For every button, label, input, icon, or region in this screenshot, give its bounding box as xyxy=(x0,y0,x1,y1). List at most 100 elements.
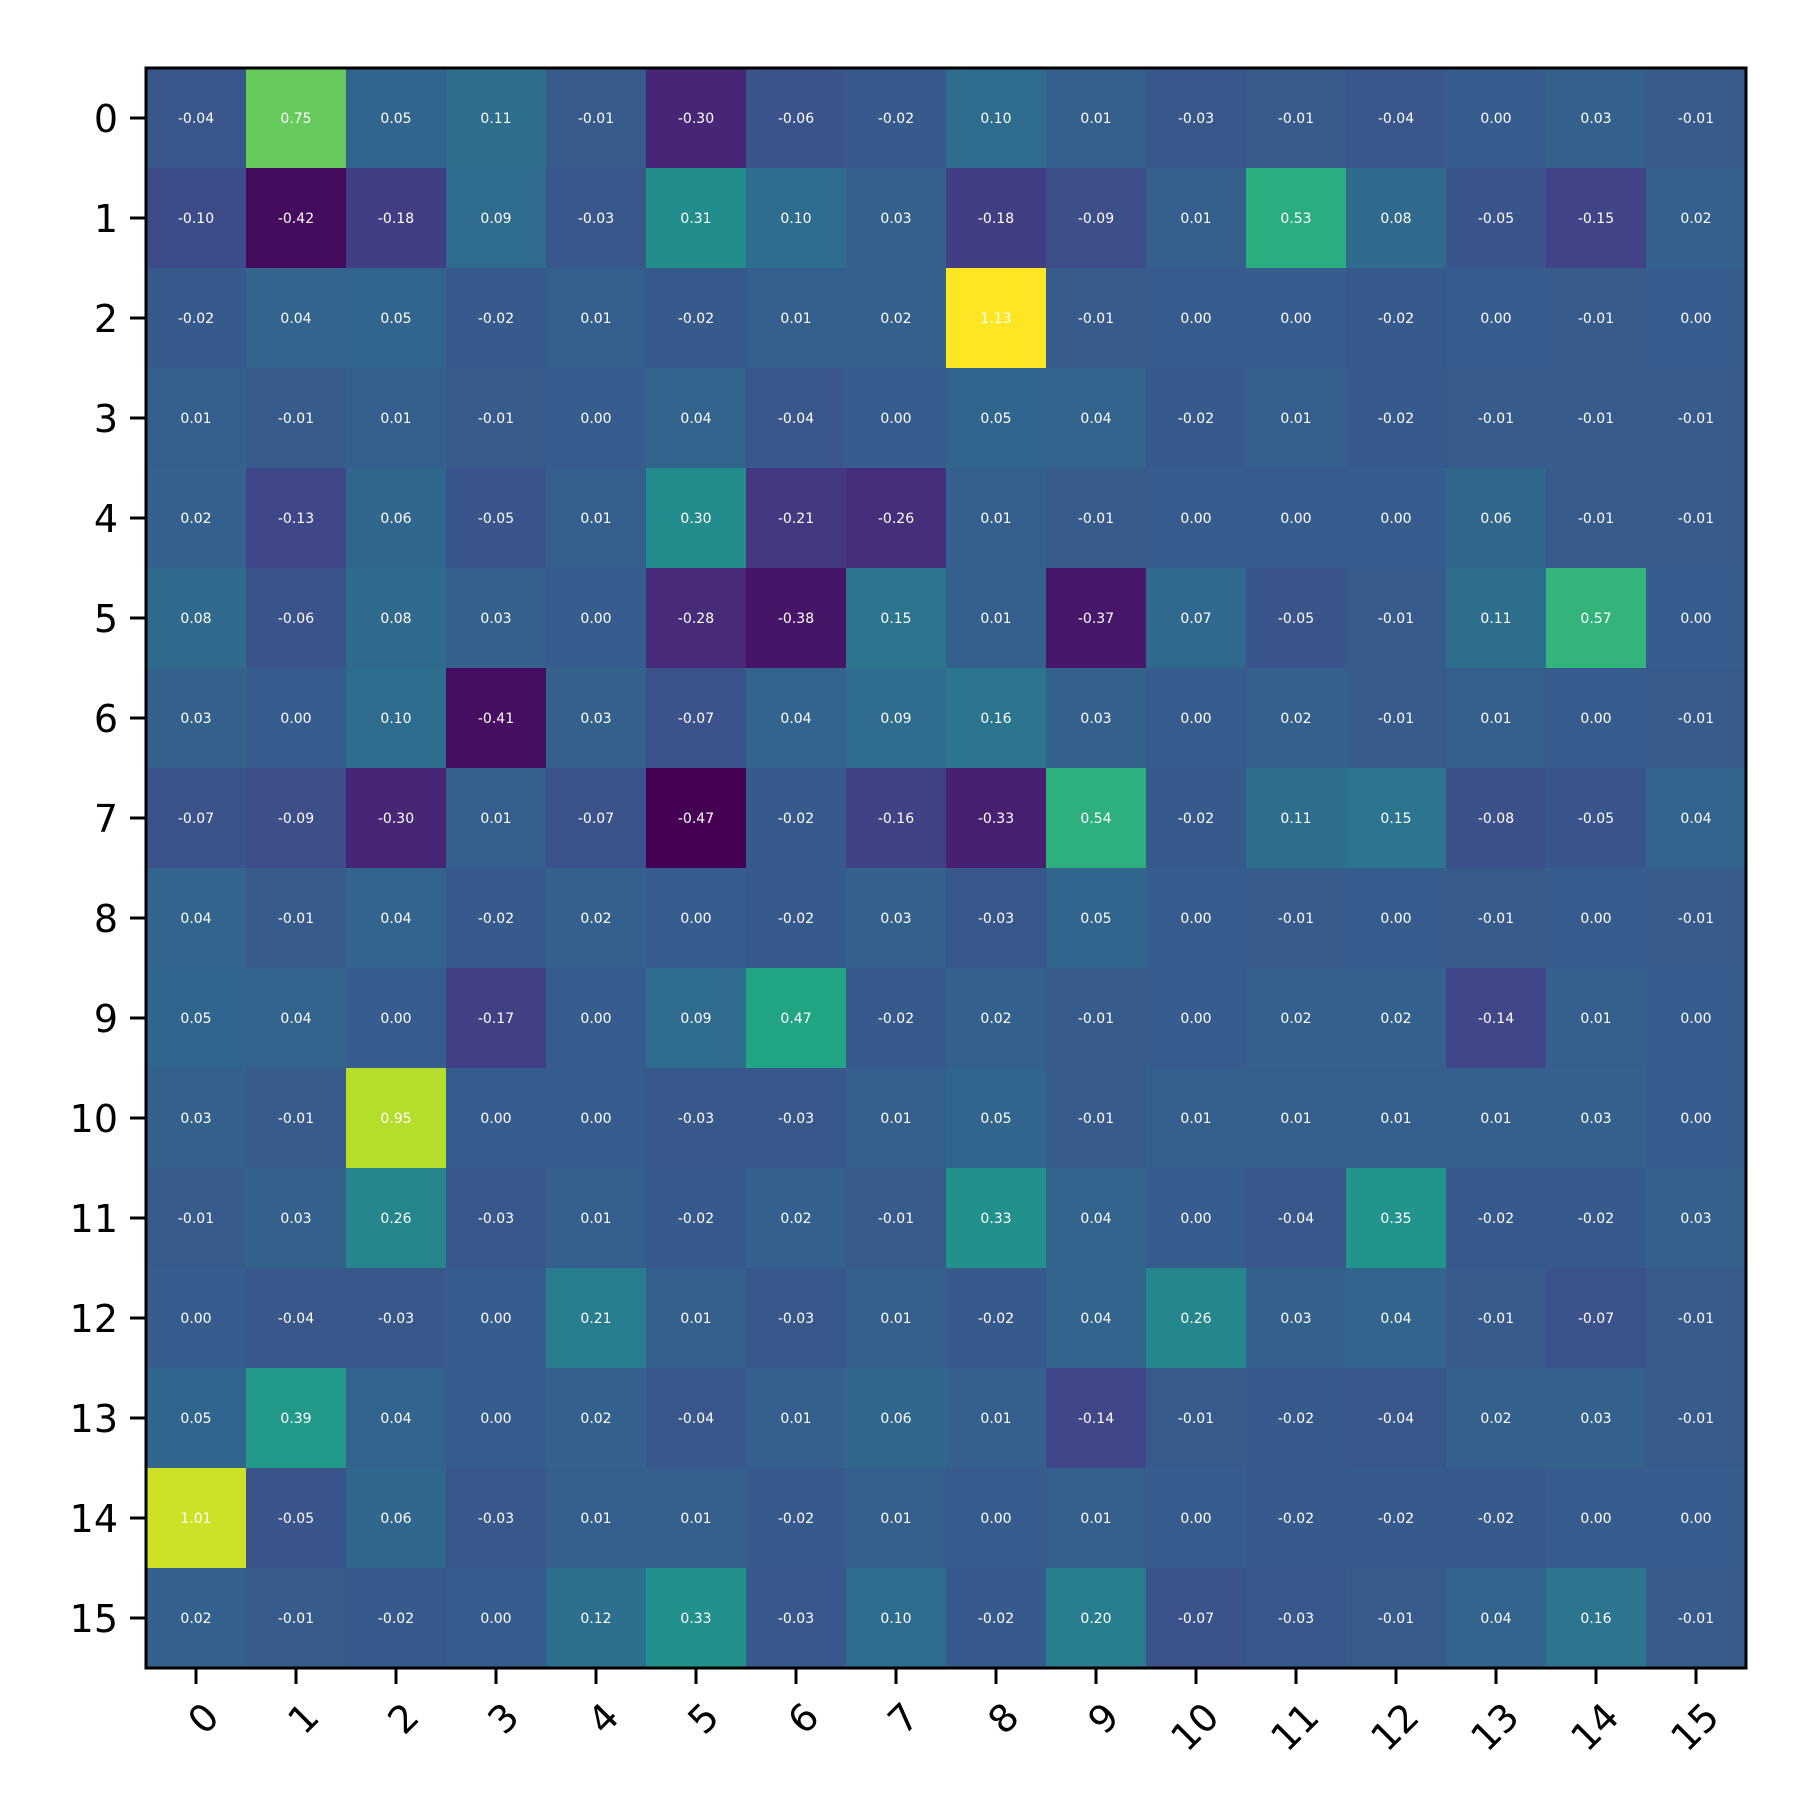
heatmap-cell xyxy=(546,268,646,368)
heatmap-cell xyxy=(1046,1268,1146,1368)
y-tick-label: 8 xyxy=(94,897,118,941)
cell-value-label: 0.01 xyxy=(1080,1511,1111,1527)
y-tick-label: 15 xyxy=(70,1597,118,1641)
heatmap-cell xyxy=(346,1468,446,1568)
heatmap-cell xyxy=(746,568,846,668)
heatmap-cell xyxy=(1046,1068,1146,1168)
heatmap-cell xyxy=(846,1368,946,1468)
cell-value-label: -0.02 xyxy=(678,311,714,327)
cell-value-label: -0.01 xyxy=(1678,711,1714,727)
heatmap-cell xyxy=(246,668,346,768)
heatmap-cell xyxy=(1146,1168,1246,1268)
heatmap-cell xyxy=(546,868,646,968)
heatmap-cell xyxy=(1446,568,1546,668)
cell-value-label: 0.08 xyxy=(1380,211,1411,227)
x-tick-label: 0 xyxy=(179,1694,227,1742)
cell-value-label: 0.01 xyxy=(1280,411,1311,427)
cell-value-label: 1.01 xyxy=(180,1511,211,1527)
cell-value-label: 0.03 xyxy=(1580,111,1611,127)
cell-value-label: -0.04 xyxy=(278,1311,314,1327)
cell-value-label: -0.02 xyxy=(878,1011,914,1027)
x-tick-label: 5 xyxy=(679,1694,727,1742)
cell-value-label: -0.04 xyxy=(778,411,814,427)
y-tick-label: 13 xyxy=(70,1397,118,1441)
heatmap-cell xyxy=(146,1268,246,1368)
cell-value-label: -0.05 xyxy=(478,511,514,527)
heatmap-cell xyxy=(1346,968,1446,1068)
heatmap-cell xyxy=(1146,1468,1246,1568)
heatmap-cell xyxy=(1146,668,1246,768)
heatmap-cell xyxy=(646,568,746,668)
heatmap-cell xyxy=(446,368,546,468)
cell-value-label: 0.02 xyxy=(180,1611,211,1627)
heatmap-cell xyxy=(246,968,346,1068)
cell-value-label: 0.11 xyxy=(480,111,511,127)
cell-value-label: 0.02 xyxy=(180,511,211,527)
heatmap-cell xyxy=(946,68,1046,168)
heatmap-cell xyxy=(1446,1268,1546,1368)
heatmap-cell xyxy=(546,468,646,568)
heatmap-cell xyxy=(1346,1568,1446,1668)
heatmap-cell xyxy=(646,368,746,468)
heatmap-cell xyxy=(1646,1368,1746,1468)
heatmap-cell xyxy=(1046,768,1146,868)
cell-value-label: -0.04 xyxy=(1278,1211,1314,1227)
heatmap-cell xyxy=(946,1568,1046,1668)
heatmap-cell xyxy=(746,168,846,268)
heatmap-cell xyxy=(1046,368,1146,468)
cell-value-label: 0.11 xyxy=(1280,811,1311,827)
heatmap-cell xyxy=(846,568,946,668)
heatmap-cell xyxy=(1146,168,1246,268)
cell-value-label: -0.01 xyxy=(878,1211,914,1227)
cell-value-label: 0.16 xyxy=(1580,1611,1611,1627)
heatmap-cell xyxy=(1346,1068,1446,1168)
heatmap-cell xyxy=(446,1068,546,1168)
cell-value-label: 0.54 xyxy=(1080,811,1111,827)
cell-value-label: 0.57 xyxy=(1580,611,1611,627)
heatmap-cell xyxy=(1646,168,1746,268)
heatmap-cell xyxy=(1146,968,1246,1068)
cell-value-label: 0.00 xyxy=(1580,711,1611,727)
cell-value-label: -0.07 xyxy=(678,711,714,727)
x-tick-label: 2 xyxy=(379,1694,427,1742)
cell-value-label: -0.07 xyxy=(578,811,614,827)
heatmap-cell xyxy=(746,68,846,168)
heatmap-cell xyxy=(1546,168,1646,268)
cell-value-label: -0.02 xyxy=(478,311,514,327)
heatmap-cell xyxy=(446,668,546,768)
heatmap-cell xyxy=(1146,268,1246,368)
heatmap-cell xyxy=(346,368,446,468)
heatmap-cell xyxy=(1346,1268,1446,1368)
cell-value-label: -0.01 xyxy=(1378,611,1414,627)
x-tick-label: 14 xyxy=(1562,1694,1627,1759)
cell-value-label: 0.05 xyxy=(980,411,1011,427)
cell-value-label: -0.21 xyxy=(778,511,814,527)
heatmap-cell xyxy=(246,1168,346,1268)
cell-value-label: 0.12 xyxy=(580,1611,611,1627)
x-axis: 0 1 2 3 4 5 6 7 8 9 10 11 12 13 14 15 xyxy=(179,1668,1728,1760)
heatmap-cell xyxy=(646,1368,746,1468)
cell-value-label: 0.00 xyxy=(1480,111,1511,127)
heatmap-cell xyxy=(946,568,1046,668)
cell-value-label: -0.18 xyxy=(978,211,1014,227)
cell-value-label: -0.05 xyxy=(278,1511,314,1527)
cell-value-label: -0.02 xyxy=(778,911,814,927)
cell-value-label: -0.01 xyxy=(478,411,514,427)
heatmap-cell xyxy=(1546,1168,1646,1268)
heatmap-cell xyxy=(1546,568,1646,668)
cell-value-label: -0.02 xyxy=(778,811,814,827)
heatmap-cell xyxy=(946,268,1046,368)
heatmap-cell xyxy=(546,1068,646,1168)
cell-value-label: 0.01 xyxy=(680,1311,711,1327)
cell-value-label: 0.00 xyxy=(580,1011,611,1027)
cell-value-label: -0.02 xyxy=(878,111,914,127)
heatmap-cell xyxy=(346,968,446,1068)
heatmap-cell xyxy=(246,1068,346,1168)
cell-value-label: -0.06 xyxy=(278,611,314,627)
heatmap-cell xyxy=(946,1168,1046,1268)
cell-value-label: 0.01 xyxy=(580,1211,611,1227)
plot-frame xyxy=(144,66,1748,1670)
heatmap-cell xyxy=(446,1368,546,1468)
heatmap-cell xyxy=(1246,1568,1346,1668)
cell-value-label: 0.01 xyxy=(580,311,611,327)
